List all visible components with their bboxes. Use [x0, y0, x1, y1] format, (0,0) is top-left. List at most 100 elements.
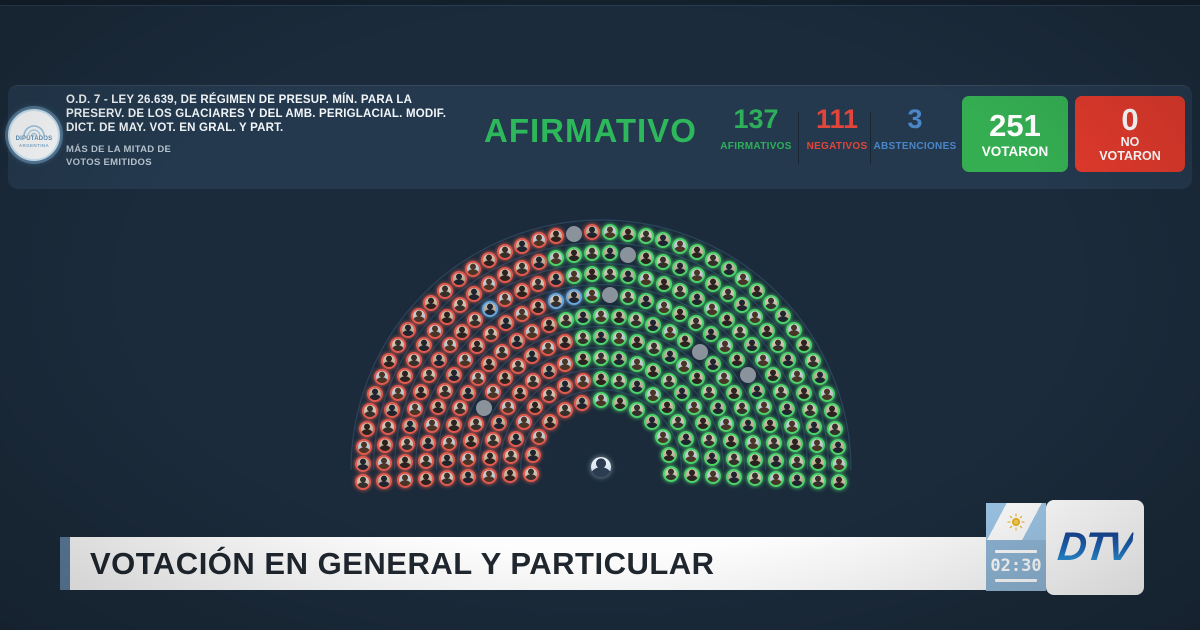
seat-negativo: [413, 383, 430, 400]
seat-afirmativo: [683, 466, 700, 483]
seat-afirmativo: [678, 430, 695, 447]
seat-afirmativo: [593, 329, 609, 345]
seat-negativo: [491, 414, 508, 431]
seat-afirmativo: [583, 266, 600, 283]
seat-afirmativo: [734, 400, 751, 417]
seat-negativo: [415, 337, 432, 354]
seat-negativo: [513, 282, 530, 299]
abstenciones-count: 3: [907, 104, 923, 134]
seat-afirmativo: [762, 416, 779, 433]
seat-afirmativo: [765, 434, 782, 451]
seat-negativo: [511, 384, 528, 401]
seat-negativo: [513, 237, 530, 254]
seat-negativo: [446, 366, 463, 383]
counter-divider: [870, 112, 871, 164]
seat-afirmativo: [710, 399, 727, 416]
broadcast-clock: 02:30: [986, 540, 1046, 591]
seat-afirmativo: [744, 337, 761, 354]
seat-negativo: [482, 325, 499, 342]
quorum-line-1: MÁS DE LA MITAD DE: [66, 144, 172, 155]
seat-afirmativo: [804, 352, 821, 369]
seat-negativo: [451, 297, 468, 314]
not-voted-box: 0 NO VOTARON: [1075, 96, 1185, 172]
seat-negativo: [390, 384, 407, 401]
seat-afirmativo: [770, 337, 787, 354]
seat-negativo: [459, 384, 476, 401]
seat-afirmativo: [729, 351, 745, 368]
seat-afirmativo: [645, 317, 662, 334]
seat-negativo: [494, 343, 511, 360]
clock-bottom-bar: [995, 578, 1037, 582]
seat-negativo: [362, 403, 379, 420]
seat-afirmativo: [716, 369, 733, 386]
seat-afirmativo: [638, 292, 655, 309]
seat-negativo: [574, 372, 591, 389]
seat-negativo: [380, 419, 397, 436]
seat-afirmativo: [661, 324, 678, 341]
seat-negativo: [373, 369, 390, 386]
seat-negativo: [496, 370, 513, 387]
seat-afirmativo: [619, 225, 636, 242]
seat-afirmativo: [717, 415, 734, 432]
seat-afirmativo: [764, 367, 781, 384]
seat-afirmativo: [670, 413, 687, 430]
argentina-flag: [986, 503, 1046, 540]
seat-afirmativo: [583, 287, 600, 304]
counter-abstenciones: 3 ABSTENCIONES: [872, 104, 958, 152]
not-voted-count: 0: [1121, 102, 1139, 137]
seat-negativo: [548, 228, 565, 245]
seat-negativo: [418, 471, 435, 488]
clock-time: 02:30: [990, 555, 1042, 576]
seat-afirmativo: [688, 267, 705, 284]
seat-negativo: [426, 322, 443, 339]
seat-abstencion: [547, 292, 564, 309]
seat-negativo: [439, 452, 456, 469]
law-line-1: O.D. 7 - LEY 26.639, DE RÉGIMEN DE PRESU…: [66, 94, 413, 106]
quorum-line-2: VOTOS EMITIDOS: [66, 157, 152, 168]
counter-negativos: 111 NEGATIVOS: [802, 104, 872, 152]
seat-afirmativo: [725, 468, 742, 485]
seat-negativo: [500, 399, 517, 416]
seat-negativo: [469, 369, 486, 386]
seat-negativo: [405, 352, 422, 369]
seat-afirmativo: [755, 351, 772, 368]
seat-afirmativo: [628, 333, 645, 350]
seat-negativo: [481, 449, 498, 466]
voted-count: 251: [989, 107, 1041, 143]
seat-afirmativo: [655, 298, 672, 315]
seat-negativo: [481, 275, 498, 292]
seat-negativo: [453, 323, 470, 340]
seat-negativo: [460, 468, 477, 485]
seat-afirmativo: [694, 414, 711, 431]
seat-negativo: [584, 224, 601, 241]
seat-afirmativo: [565, 267, 582, 284]
seat-afirmativo: [767, 471, 784, 488]
seat-negativo: [530, 254, 547, 271]
seat-afirmativo: [610, 309, 627, 326]
seat-negativo: [507, 430, 524, 447]
seat-afirmativo: [601, 224, 618, 241]
seat-negativo: [481, 355, 498, 372]
seat-afirmativo: [611, 372, 628, 389]
seat-negativo: [355, 474, 372, 491]
seat-negativo: [406, 400, 423, 417]
seat-negativo: [438, 309, 455, 326]
seat-negativo: [513, 306, 530, 323]
seat-afirmativo: [795, 337, 812, 354]
seat-negativo: [485, 431, 502, 448]
seat-afirmativo: [795, 384, 812, 401]
seat-afirmativo: [740, 417, 757, 434]
seat-negativo: [542, 413, 559, 430]
seat-negativo: [502, 466, 519, 483]
seat-afirmativo: [575, 330, 592, 347]
seat-negativo: [420, 434, 437, 451]
not-voted-label-votaron: VOTARON: [1099, 149, 1161, 163]
seat-afirmativo: [747, 309, 764, 326]
seat-negativo: [418, 452, 435, 469]
seat-afirmativo: [823, 403, 840, 420]
seat-afirmativo: [593, 392, 609, 408]
seat-afirmativo: [677, 333, 694, 350]
seat-afirmativo: [557, 312, 574, 329]
seat-negativo: [531, 429, 548, 446]
